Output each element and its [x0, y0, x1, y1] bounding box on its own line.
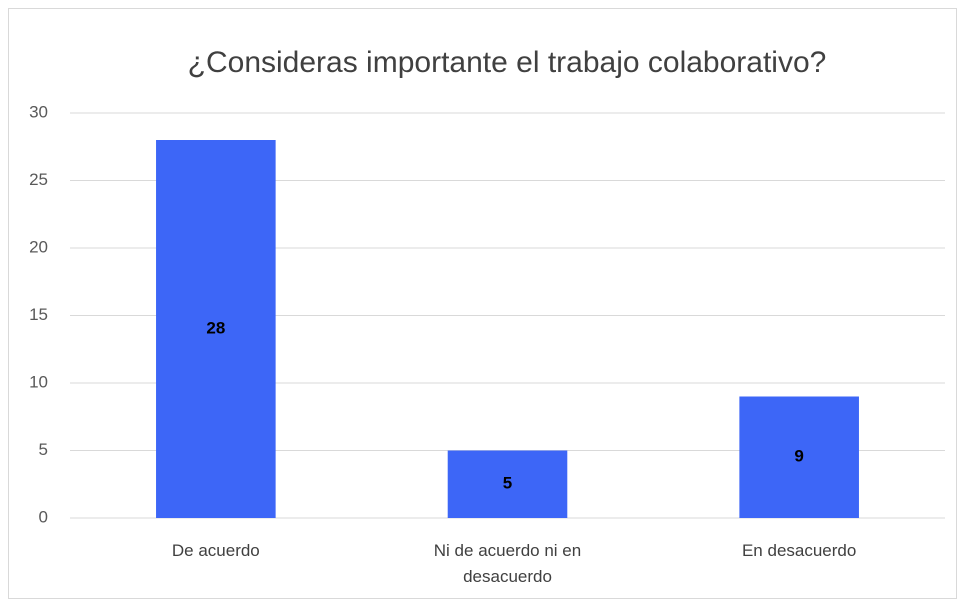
x-tick-label-box: En desacuerdo: [741, 541, 857, 560]
y-tick-label: 5: [39, 440, 48, 459]
x-tick-label: En desacuerdo: [741, 541, 857, 560]
y-tick-label: 25: [29, 170, 48, 189]
chart-title: ¿Consideras importante el trabajo colabo…: [188, 46, 827, 79]
x-tick-label: De acuerdo: [171, 541, 260, 560]
bar: [447, 450, 568, 518]
y-tick-label: 15: [29, 305, 48, 324]
y-tick-label: 20: [29, 237, 48, 256]
bar: [156, 140, 276, 518]
data-label: 9: [794, 447, 803, 466]
data-label: 5: [503, 474, 512, 493]
x-tick-label: Ni de acuerdo ni en desacuerdo: [433, 541, 582, 586]
y-tick-label: 10: [29, 372, 48, 391]
y-tick-label: 30: [29, 102, 48, 121]
bar: [739, 396, 859, 518]
x-tick-label-box: Ni de acuerdo ni en desacuerdo: [433, 541, 582, 586]
y-tick-label: 0: [39, 507, 48, 526]
data-label: 28: [206, 318, 225, 337]
x-tick-label-box: De acuerdo: [171, 541, 260, 560]
